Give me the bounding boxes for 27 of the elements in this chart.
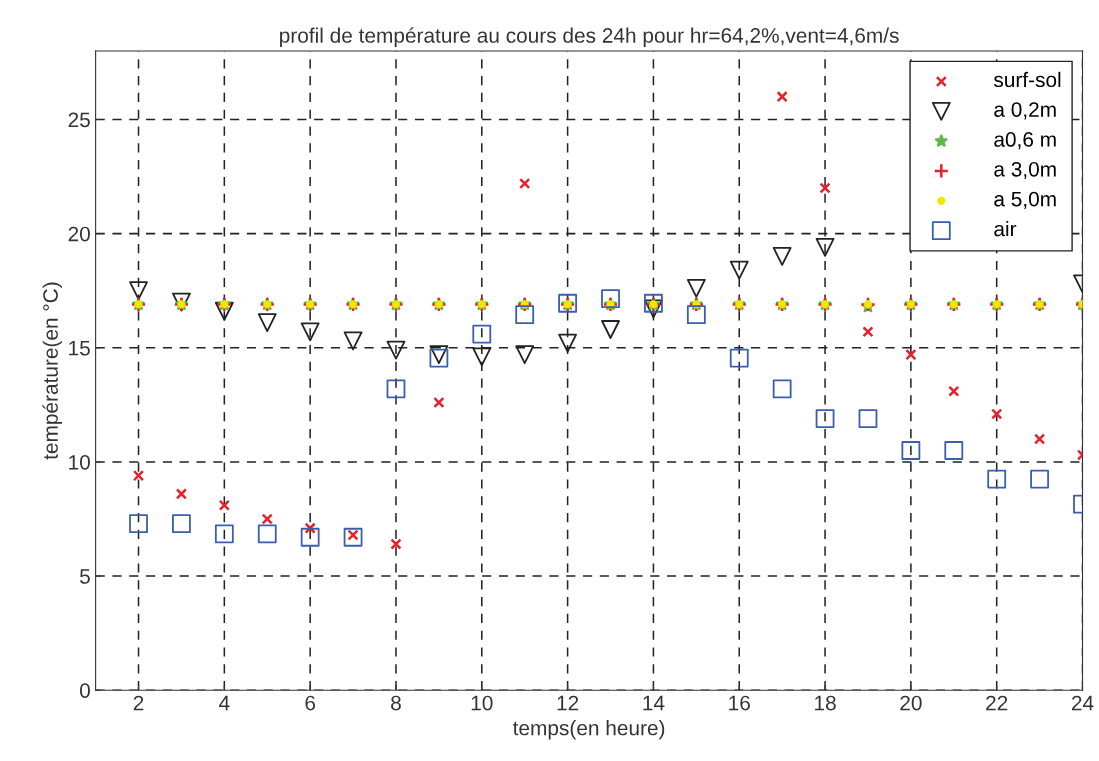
legend-label: surf-sol [993, 71, 1061, 88]
y-tick-label: 10 [69, 454, 90, 470]
y-tick-label: 25 [68, 112, 90, 128]
x-tick-label: 16 [729, 695, 750, 711]
x-tick-label: 14 [643, 695, 665, 711]
x-tick-label: 4 [219, 695, 230, 711]
chart-title: profil de température au cours des 24h pour hr=64,2%,vent=4,6m/s [280, 27, 899, 47]
legend-label: air [994, 221, 1017, 237]
x-tick-label: 22 [986, 695, 1008, 711]
x-tick-label: 12 [557, 695, 579, 711]
y-tick-label: 5 [80, 569, 90, 584]
y-tick-label: 15 [69, 340, 90, 356]
x-axis-title: temps(en heure) [512, 720, 665, 740]
x-tick-label: 10 [471, 695, 493, 711]
y-axis-title: température(en °C) [42, 282, 63, 460]
legend-label: a 0,2m [994, 102, 1056, 120]
legend-label: a 5,0m [994, 191, 1056, 209]
x-tick-label: 8 [391, 695, 401, 711]
legend-label: a 3,0m [994, 161, 1056, 180]
x-tick-label: 18 [815, 695, 836, 711]
x-tick-label: 2 [133, 695, 144, 711]
legend-label: a0,6 m [994, 132, 1056, 150]
x-tick-label: 20 [900, 695, 922, 711]
x-tick-label: 24 [1071, 695, 1094, 711]
y-tick-label: 0 [79, 683, 90, 698]
y-tick-label: 20 [68, 226, 90, 242]
x-tick-label: 6 [305, 695, 316, 711]
